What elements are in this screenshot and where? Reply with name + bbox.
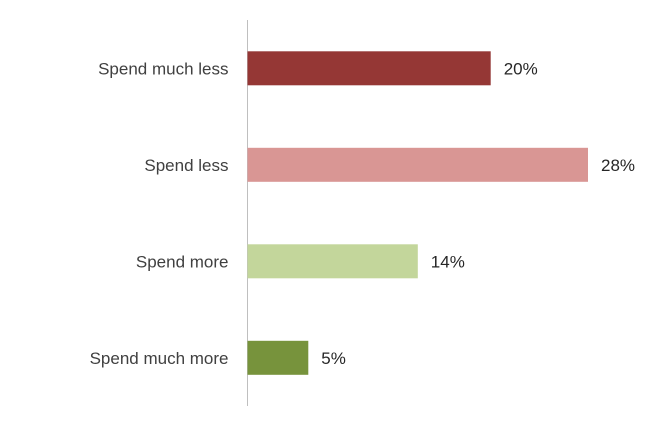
- category-label-spend-less: Spend less: [144, 156, 228, 175]
- value-labels: 20% 28% 14% 5%: [321, 59, 635, 368]
- value-label-spend-less: 28%: [601, 156, 635, 175]
- bar-spend-less: [247, 147, 588, 182]
- category-labels: Spend much less Spend less Spend more Spend…: [90, 59, 229, 368]
- bar-spend-more: [247, 244, 418, 279]
- bars-group: [247, 51, 588, 375]
- category-label-spend-more: Spend more: [136, 252, 229, 271]
- category-label-spend-much-less: Spend much less: [98, 59, 228, 78]
- bar-spend-much-less: [247, 51, 491, 86]
- category-label-spend-much-more: Spend much more: [90, 349, 229, 368]
- value-label-spend-much-more: 5%: [321, 349, 346, 368]
- value-label-spend-more: 14%: [431, 252, 465, 271]
- value-label-spend-much-less: 20%: [504, 59, 538, 78]
- bar-spend-much-more: [247, 340, 309, 375]
